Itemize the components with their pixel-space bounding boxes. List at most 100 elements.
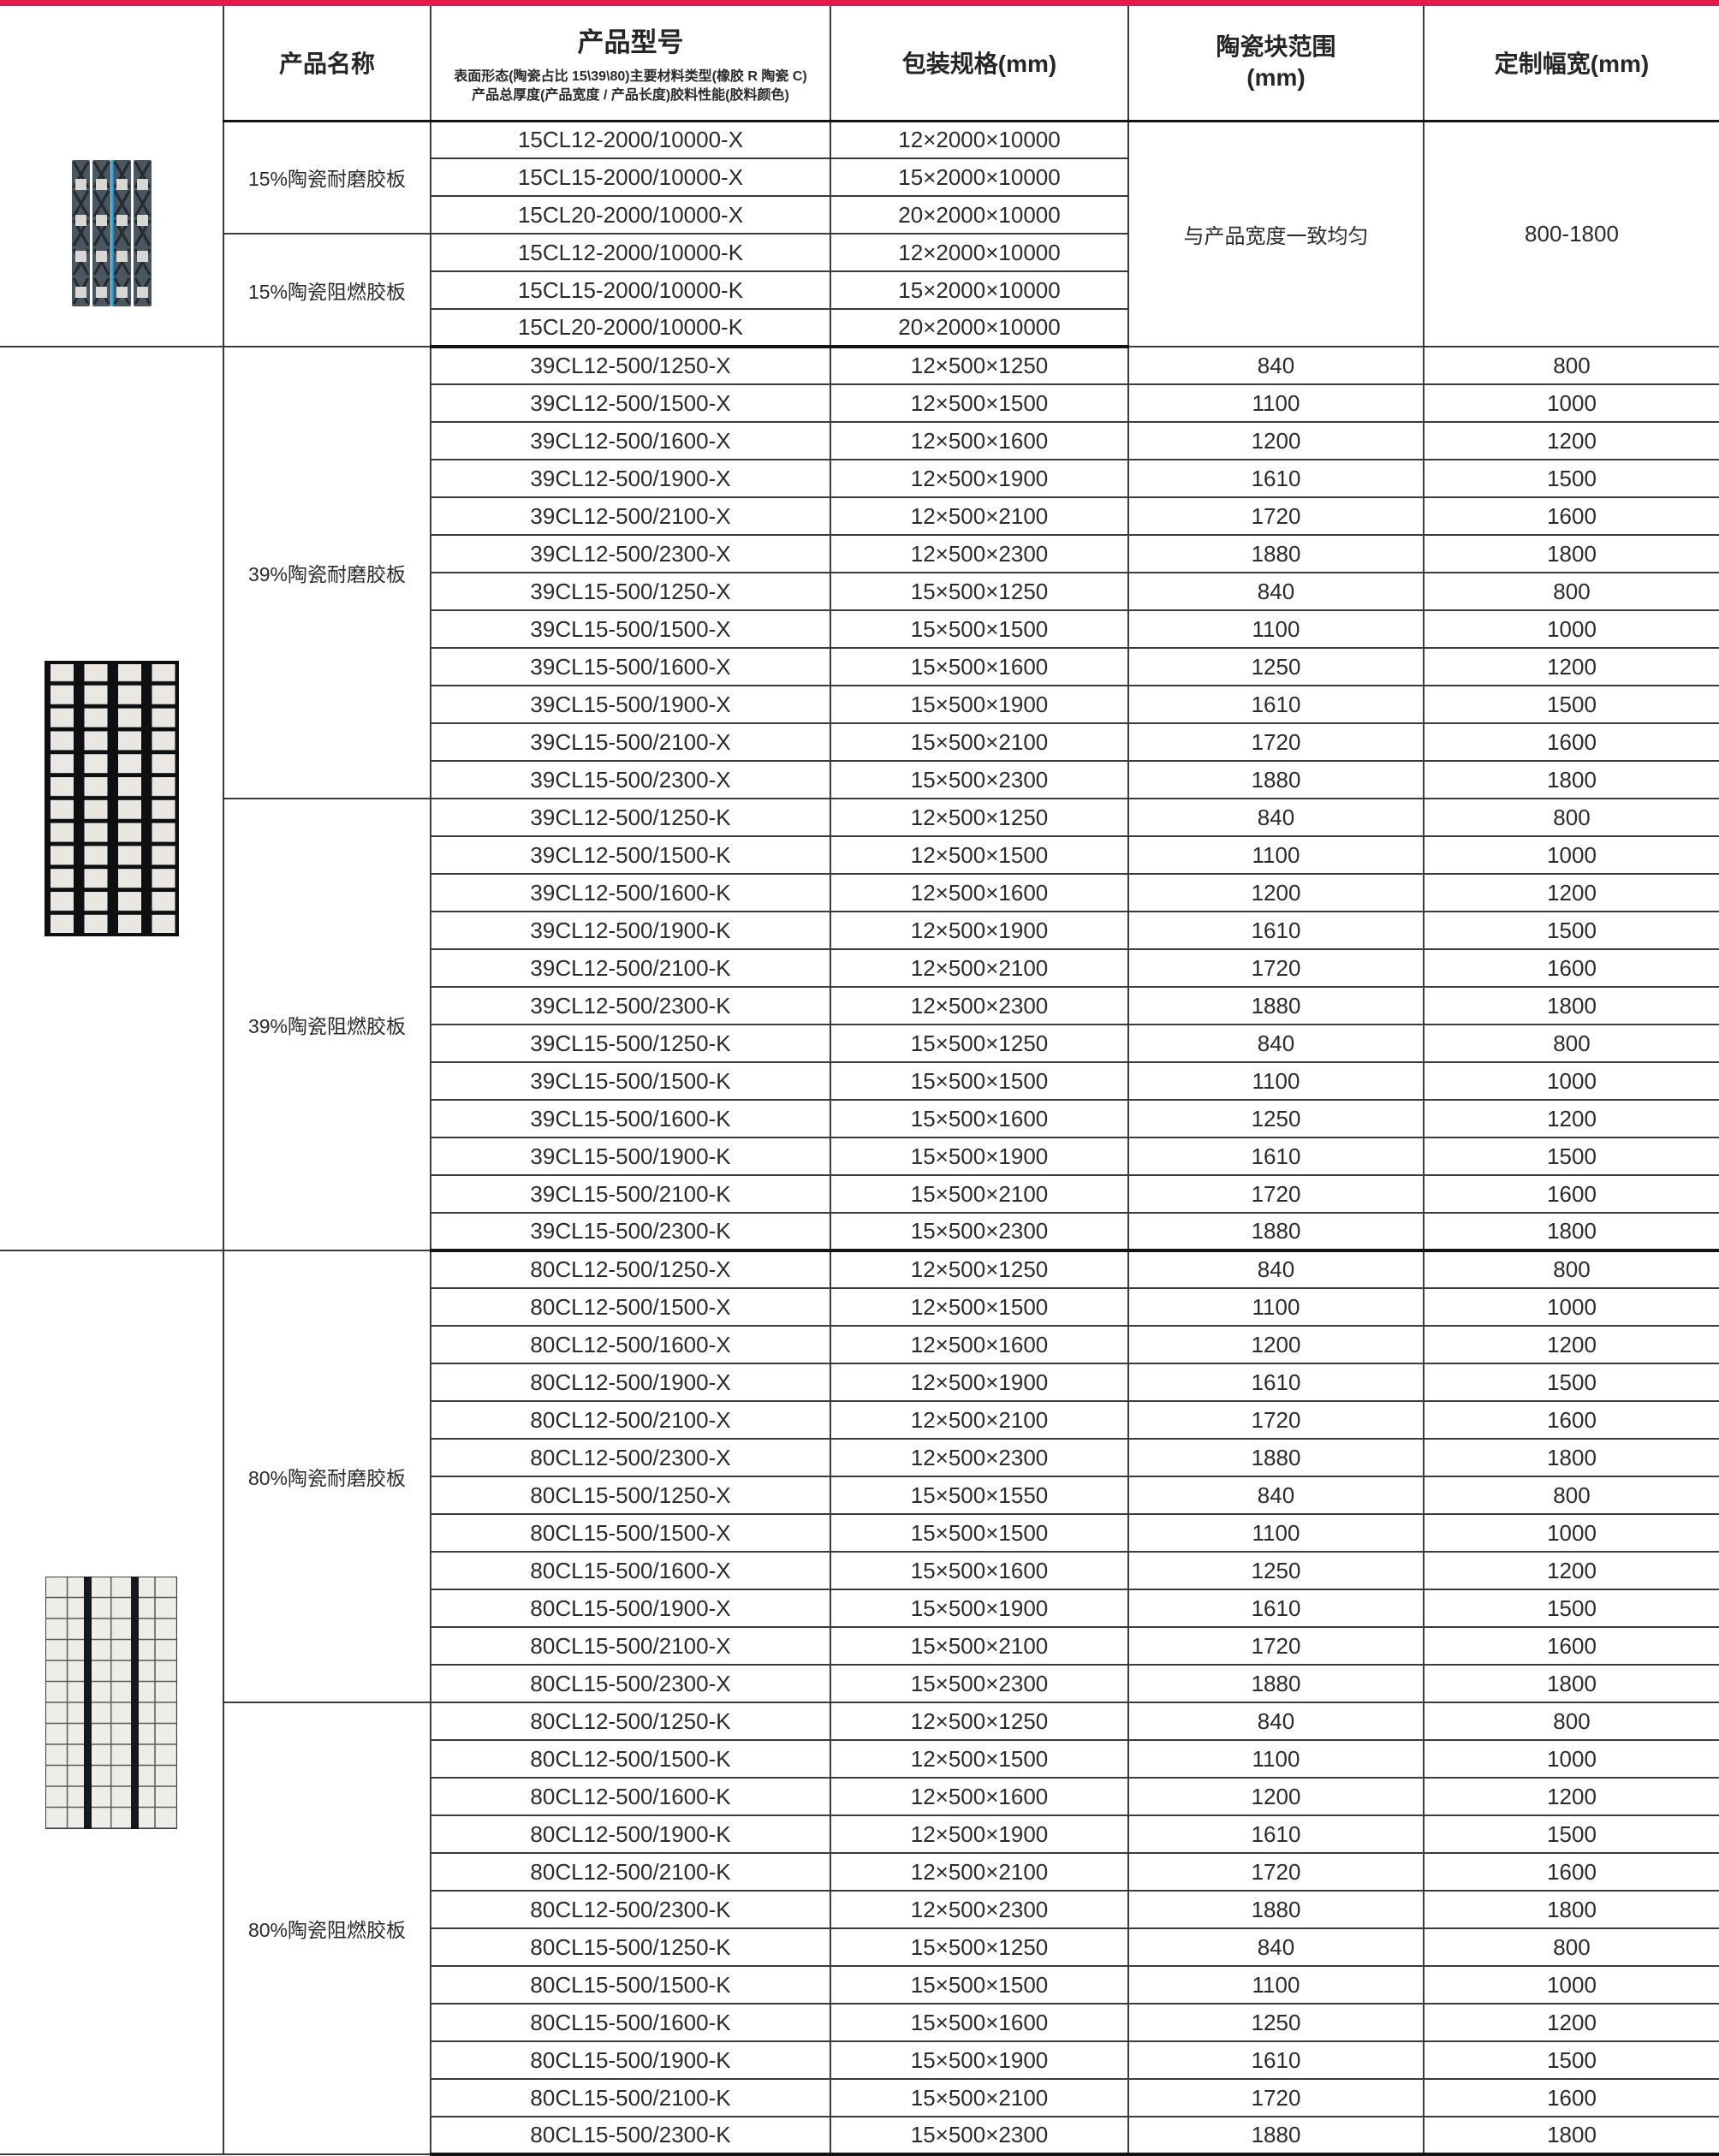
table-row: 80CL15-500/1900-X 15×500×1900 1610 1500 (0, 1589, 1719, 1628)
cell-ceramic-range: 840 (1127, 798, 1425, 837)
cell-model: 39CL15-500/2100-X (430, 722, 831, 762)
cell-ceramic-range: 与产品宽度一致均匀 (1127, 120, 1425, 347)
cell-model: 39CL12-500/2100-K (430, 948, 831, 988)
table-row: 80CL15-500/2100-X 15×500×2100 1720 1600 (0, 1626, 1719, 1666)
header-ceramic-line2: (mm) (1246, 64, 1306, 92)
cell-packaging: 12×500×2100 (830, 1852, 1129, 1892)
cell-model: 39CL12-500/2300-K (430, 986, 831, 1025)
cell-custom-width: 1800 (1423, 1438, 1719, 1477)
cell-packaging: 15×500×1250 (830, 572, 1129, 611)
cell-model: 39CL15-500/1600-X (430, 647, 831, 686)
table-row: 39CL12-500/1600-X 12×500×1600 1200 1200 (0, 421, 1719, 460)
cell-model: 39CL15-500/2300-X (430, 760, 831, 799)
cell-model: 80CL15-500/1250-X (430, 1476, 831, 1515)
cell-model: 39CL12-500/1600-K (430, 873, 831, 912)
cell-model: 39CL12-500/1250-K (430, 798, 831, 837)
cell-packaging: 12×500×2300 (830, 534, 1129, 573)
cell-model: 39CL15-500/1900-K (430, 1137, 831, 1176)
table-row: 39CL12-500/1600-K 12×500×1600 1200 1200 (0, 873, 1719, 912)
cell-ceramic-range: 840 (1127, 1927, 1425, 1967)
cell-product-name: 80%陶瓷阻燃胶板 (223, 1702, 431, 2155)
cell-product-name: 39%陶瓷耐磨胶板 (223, 346, 431, 799)
cell-model: 80CL12-500/1900-X (430, 1363, 831, 1402)
cell-custom-width: 1000 (1423, 1965, 1719, 2005)
header-ceramic-range: 陶瓷块范围 (mm) (1127, 6, 1425, 122)
header-row: 产品名称 产品型号 表面形态(陶瓷占比 15\39\80)主要材料类型(橡胶 R… (0, 6, 1719, 122)
cell-custom-width: 1500 (1423, 459, 1719, 498)
cell-custom-width: 1600 (1423, 1852, 1719, 1892)
cell-packaging: 12×500×1600 (830, 873, 1129, 912)
cell-custom-width: 800 (1423, 1702, 1719, 1741)
cell-model: 80CL12-500/1250-X (430, 1250, 831, 1289)
cell-custom-width: 1500 (1423, 911, 1719, 950)
cell-packaging: 15×500×1500 (830, 1965, 1129, 2005)
cell-packaging: 15×500×1600 (830, 1099, 1129, 1138)
cell-ceramic-range: 1610 (1127, 1363, 1425, 1402)
cell-model: 39CL15-500/1500-X (430, 609, 831, 649)
cell-custom-width: 1000 (1423, 835, 1719, 875)
cell-product-photo (0, 121, 224, 347)
cell-model: 39CL15-500/1250-K (430, 1024, 831, 1063)
cell-packaging: 12×2000×10000 (830, 233, 1129, 272)
table-row: 80CL12-500/1600-X 12×500×1600 1200 1200 (0, 1325, 1719, 1364)
cell-model: 39CL15-500/1500-K (430, 1061, 831, 1101)
table-row: 39CL15-500/1250-X 15×500×1250 840 800 (0, 572, 1719, 611)
cell-ceramic-range: 1610 (1127, 685, 1425, 724)
table-row: 15CL15-2000/10000-K 15×2000×10000 (0, 270, 1719, 310)
cell-packaging: 15×500×2300 (830, 1664, 1129, 1703)
table-row: 80CL12-500/2100-X 12×500×2100 1720 1600 (0, 1400, 1719, 1440)
cell-packaging: 15×500×1900 (830, 685, 1129, 724)
cell-custom-width: 800-1800 (1423, 120, 1719, 347)
cell-packaging: 15×500×2300 (830, 2116, 1129, 2156)
cell-ceramic-range: 1610 (1127, 911, 1425, 950)
cell-model: 15CL15-2000/10000-X (430, 157, 831, 197)
cell-model: 80CL12-500/2100-K (430, 1852, 831, 1892)
header-model-subtitle-2: 产品总厚度(产品宽度 / 产品长度)胶料性能(胶料颜色) (472, 87, 789, 103)
cell-model: 80CL12-500/1500-X (430, 1287, 831, 1327)
cell-product-photo (0, 1250, 224, 2155)
cell-custom-width: 1000 (1423, 1513, 1719, 1553)
cell-packaging: 15×500×1500 (830, 1061, 1129, 1101)
table-row: 15%陶瓷阻燃胶板 15CL12-2000/10000-K 12×2000×1000… (0, 233, 1719, 347)
cell-ceramic-range: 1880 (1127, 1438, 1425, 1477)
cell-model: 39CL12-500/1500-K (430, 835, 831, 875)
cell-packaging: 12×500×1900 (830, 1814, 1129, 1854)
cell-ceramic-range: 1880 (1127, 986, 1425, 1025)
cell-model: 39CL12-500/1600-X (430, 421, 831, 460)
cell-model: 15CL20-2000/10000-K (430, 308, 831, 348)
cell-ceramic-range: 1200 (1127, 1325, 1425, 1364)
cell-model: 15CL12-2000/10000-K (430, 233, 831, 272)
table-row: 80CL15-500/2300-X 15×500×2300 1880 1800 (0, 1664, 1719, 1703)
cell-model: 80CL15-500/1900-X (430, 1589, 831, 1628)
cell-packaging: 15×500×2300 (830, 1212, 1129, 1252)
cell-packaging: 12×500×2300 (830, 1438, 1129, 1477)
cell-model: 39CL12-500/1900-X (430, 459, 831, 498)
cell-custom-width: 800 (1423, 346, 1719, 385)
cell-model: 80CL12-500/1500-K (430, 1739, 831, 1779)
cell-model: 80CL15-500/1600-X (430, 1551, 831, 1590)
table-row: 39CL15-500/1600-X 15×500×1600 1250 1200 (0, 647, 1719, 686)
cell-packaging: 15×500×2300 (830, 760, 1129, 799)
cell-packaging: 12×500×1600 (830, 1777, 1129, 1816)
cell-ceramic-range: 1200 (1127, 421, 1425, 460)
cell-packaging: 15×500×1900 (830, 2040, 1129, 2080)
cell-packaging: 12×500×2300 (830, 986, 1129, 1025)
cell-custom-width: 1000 (1423, 383, 1719, 423)
cell-ceramic-range: 840 (1127, 1024, 1425, 1063)
cell-ceramic-range: 1720 (1127, 1174, 1425, 1214)
header-custom-width: 定制幅宽(mm) (1423, 6, 1719, 122)
cell-ceramic-range: 1200 (1127, 1777, 1425, 1816)
cell-custom-width: 1600 (1423, 948, 1719, 988)
cell-custom-width: 1600 (1423, 1400, 1719, 1440)
cell-product-name: 80%陶瓷耐磨胶板 (223, 1250, 431, 1703)
cell-model: 80CL15-500/1500-X (430, 1513, 831, 1553)
cell-custom-width: 1800 (1423, 1890, 1719, 1929)
cell-model: 80CL15-500/2300-X (430, 1664, 831, 1703)
cell-model: 80CL15-500/2100-K (430, 2078, 831, 2117)
cell-model: 80CL15-500/2100-X (430, 1626, 831, 1666)
cell-custom-width: 1600 (1423, 1626, 1719, 1666)
product-photo-39-percent (44, 661, 179, 936)
cell-ceramic-range: 840 (1127, 346, 1425, 385)
cell-ceramic-range: 1100 (1127, 383, 1425, 423)
